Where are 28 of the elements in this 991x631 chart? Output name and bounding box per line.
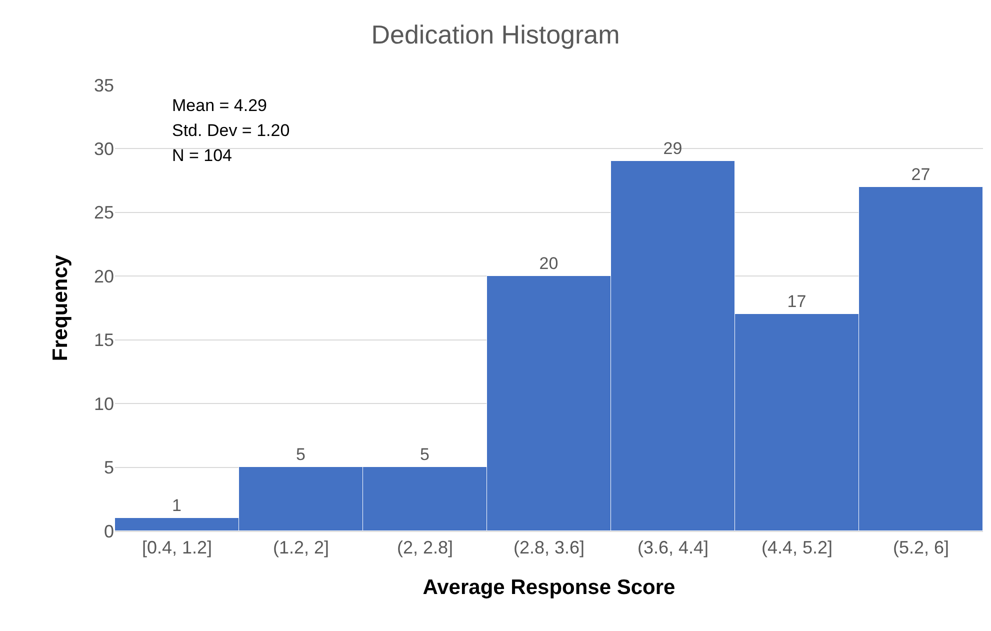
data-label: 5	[296, 444, 306, 464]
y-tick-label: 5	[104, 458, 114, 478]
y-tick-label: 20	[94, 266, 114, 286]
x-tick-label: (4.4, 5.2]	[761, 538, 833, 558]
y-tick-label: 25	[94, 202, 114, 223]
x-tick-label: (2, 2.8]	[396, 538, 454, 558]
y-tick-label: 10	[94, 394, 114, 414]
y-tick-label: 15	[94, 330, 114, 350]
annotation: Mean = 4.29	[172, 96, 267, 115]
annotation: Std. Dev = 1.20	[172, 121, 290, 140]
x-tick-label: (3.6, 4.4]	[637, 538, 709, 558]
x-tick-label: (5.2, 6]	[892, 538, 950, 558]
data-label: 20	[539, 254, 558, 273]
chart-title: Dedication Histogram	[371, 19, 620, 50]
data-label: 17	[787, 292, 806, 311]
y-tick-label: 0	[104, 521, 114, 542]
y-tick-label: 35	[94, 75, 114, 96]
x-axis-title: Average Response Score	[422, 576, 676, 599]
data-label: 5	[420, 444, 430, 464]
y-axis-title: Frequency	[49, 254, 72, 362]
x-tick-label: (1.2, 2]	[272, 538, 330, 558]
x-tick-label: (2.8, 3.6]	[513, 538, 585, 558]
data-label: 1	[172, 496, 182, 515]
data-label: 27	[911, 164, 930, 184]
y-tick-label: 30	[94, 139, 114, 160]
x-tick-label: [0.4, 1.2]	[142, 538, 212, 558]
annotation: N = 104	[172, 146, 232, 165]
data-label: 29	[663, 138, 682, 158]
